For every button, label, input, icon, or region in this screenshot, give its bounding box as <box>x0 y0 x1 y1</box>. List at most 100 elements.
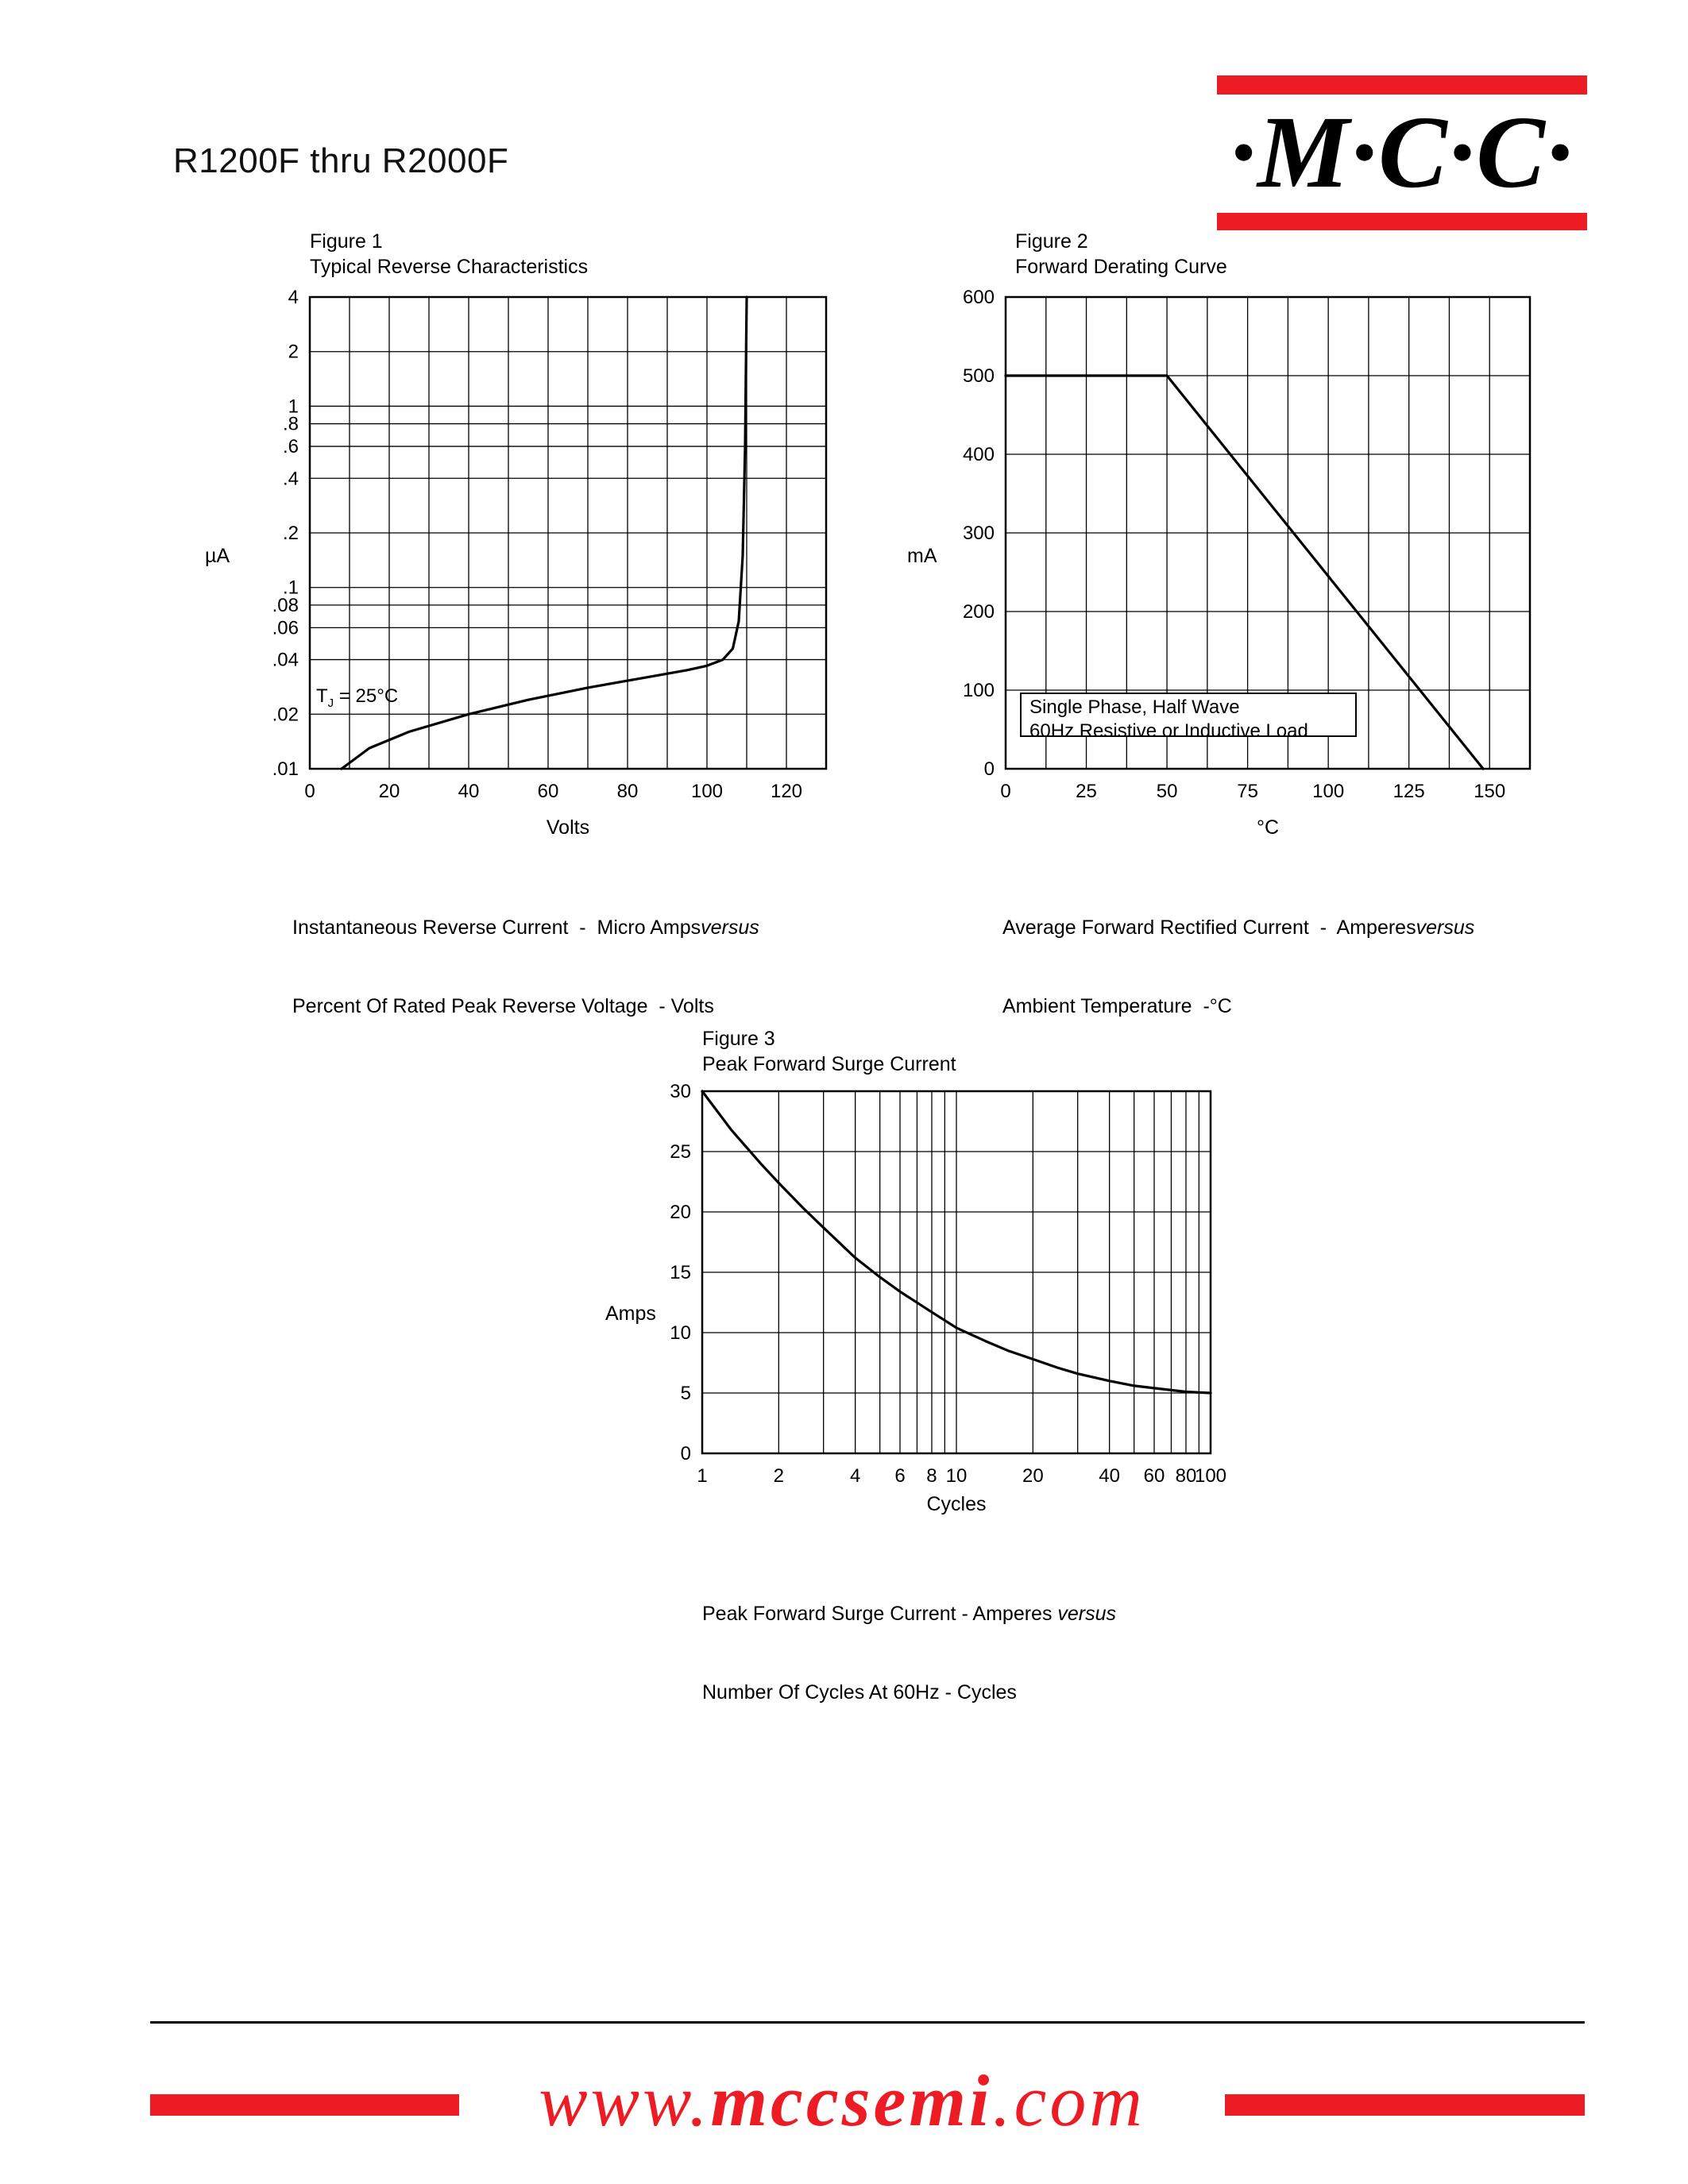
figure2-chart: 0 25 50 75 100 125 150 600 500 400 300 200 100 0 <box>930 285 1566 816</box>
footer-url: www.mccsemi.com <box>459 2059 1225 2143</box>
figure2-label: Figure 2 <box>1015 230 1088 253</box>
figure1-caption: Instantaneous Reverse Current - Micro Am… <box>292 862 759 1072</box>
footer-url-name: mccsemi <box>710 2060 993 2141</box>
svg-text:40: 40 <box>458 781 480 802</box>
svg-text:4: 4 <box>288 287 299 308</box>
figure2-caption-line1: Average Forward Rectified Current - Ampe… <box>1002 916 1416 939</box>
svg-text:400: 400 <box>963 444 995 465</box>
footer-divider <box>150 2021 1585 2024</box>
svg-text:80: 80 <box>1176 1465 1197 1487</box>
svg-text:50: 50 <box>1157 781 1178 802</box>
svg-text:75: 75 <box>1237 781 1258 802</box>
svg-text:60: 60 <box>1144 1465 1165 1487</box>
figure2-title: Figure 2 Forward Derating Curve <box>1015 229 1227 280</box>
svg-text:125: 125 <box>1393 781 1425 802</box>
svg-text:4: 4 <box>850 1465 860 1487</box>
svg-text:0: 0 <box>984 758 995 780</box>
svg-text:100: 100 <box>1312 781 1344 802</box>
figure3-caption-line1: Peak Forward Surge Current - Amperes <box>702 1603 1058 1625</box>
figure3-label: Figure 3 <box>702 1028 775 1050</box>
figure1-subtitle: Typical Reverse Characteristics <box>310 256 589 278</box>
footer-url-com: .com <box>992 2060 1145 2141</box>
svg-text:.2: .2 <box>283 523 299 544</box>
svg-text:80: 80 <box>617 781 639 802</box>
figure2-annotation-line2: 60Hz Resistive or Inductive Load <box>1029 720 1308 742</box>
figure3-x-unit: Cycles <box>926 1493 987 1515</box>
svg-text:150: 150 <box>1474 781 1505 802</box>
figure1-title: Figure 1 Typical Reverse Characteristics <box>310 229 588 280</box>
figure2-caption-versus: versus <box>1416 916 1475 939</box>
svg-text:300: 300 <box>963 523 995 544</box>
figure3-chart: 1 2 4 6 8 10 20 40 60 80 100 30 25 20 15 10 5 0 <box>627 1079 1246 1501</box>
svg-text:25: 25 <box>1076 781 1097 802</box>
svg-text:6: 6 <box>894 1465 905 1487</box>
figure3-caption-versus: versus <box>1057 1603 1117 1625</box>
figure3-y-unit: Amps <box>605 1302 656 1325</box>
svg-text:10: 10 <box>946 1465 968 1487</box>
svg-text:500: 500 <box>963 365 995 387</box>
svg-text:15: 15 <box>670 1262 691 1283</box>
svg-text:100: 100 <box>963 680 995 701</box>
figure2-annotation-line1: Single Phase, Half Wave <box>1029 696 1240 718</box>
figure3-title: Figure 3 Peak Forward Surge Current <box>702 1026 956 1077</box>
svg-text:.8: .8 <box>283 414 299 435</box>
logo-top-bar <box>1217 75 1587 95</box>
svg-text:.02: .02 <box>272 704 299 725</box>
figure2-y-unit: mA <box>907 545 937 567</box>
figure1-x-unit: Volts <box>546 816 590 839</box>
svg-text:5: 5 <box>681 1383 691 1404</box>
footer-right-bar <box>1225 2094 1585 2116</box>
figure2-subtitle: Forward Derating Curve <box>1015 256 1227 278</box>
svg-text:.04: .04 <box>272 650 299 671</box>
figure3-subtitle: Peak Forward Surge Current <box>702 1053 956 1075</box>
svg-text:1: 1 <box>697 1465 707 1487</box>
svg-text:40: 40 <box>1099 1465 1120 1487</box>
figure3-caption-line2: Number Of Cycles At 60Hz - Cycles <box>702 1681 1017 1704</box>
svg-text:8: 8 <box>926 1465 937 1487</box>
tj-value: = 25°C <box>334 685 399 707</box>
figure2-caption-line2: Ambient Temperature -°C <box>1002 995 1232 1017</box>
figure1-label: Figure 1 <box>310 230 383 253</box>
svg-text:100: 100 <box>1195 1465 1226 1487</box>
svg-text:.4: .4 <box>283 468 299 489</box>
figure2-annotation: Single Phase, Half Wave 60Hz Resistive o… <box>1020 693 1357 742</box>
svg-text:0: 0 <box>681 1443 691 1464</box>
svg-text:.06: .06 <box>272 617 299 639</box>
page-title: R1200F thru R2000F <box>173 141 509 180</box>
svg-text:20: 20 <box>670 1202 691 1223</box>
svg-text:120: 120 <box>771 781 802 802</box>
svg-text:0: 0 <box>304 781 315 802</box>
svg-text:2: 2 <box>288 341 299 363</box>
svg-text:2: 2 <box>774 1465 784 1487</box>
tj-subscript: J <box>327 696 334 710</box>
figure1-annotation: TJ = 25°C <box>316 685 398 716</box>
figure1-chart: 0 20 40 60 80 100 120 4 2 1.8.6 .4 .2 .1.08.06 .04 .02… <box>234 285 862 816</box>
mcc-logo: ·M·C·C· <box>1230 95 1574 210</box>
figure1-caption-line1: Instantaneous Reverse Current - Micro Am… <box>292 916 701 939</box>
figure3-caption: Peak Forward Surge Current - Amperes ver… <box>702 1549 1116 1758</box>
svg-text:25: 25 <box>670 1141 691 1163</box>
svg-text:10: 10 <box>670 1322 691 1344</box>
svg-text:.01: .01 <box>272 758 299 780</box>
svg-text:30: 30 <box>670 1081 691 1102</box>
svg-text:100: 100 <box>691 781 723 802</box>
figure1-caption-line2: Percent Of Rated Peak Reverse Voltage - … <box>292 995 714 1017</box>
figure1-caption-versus: versus <box>701 916 759 939</box>
figure1-y-unit: µA <box>205 545 230 567</box>
figure2-x-unit: °C <box>1256 816 1280 839</box>
footer-left-bar <box>150 2094 459 2116</box>
tj-label: T <box>316 685 328 707</box>
svg-text:20: 20 <box>379 781 400 802</box>
svg-text:20: 20 <box>1022 1465 1044 1487</box>
svg-text:60: 60 <box>538 781 559 802</box>
logo-bottom-bar <box>1217 213 1587 230</box>
svg-text:0: 0 <box>1000 781 1010 802</box>
figure2-caption: Average Forward Rectified Current - Ampe… <box>1002 862 1474 1072</box>
svg-text:600: 600 <box>963 287 995 308</box>
svg-text:.08: .08 <box>272 595 299 616</box>
svg-text:1: 1 <box>288 396 299 417</box>
svg-text:.1: .1 <box>283 577 299 599</box>
footer-url-www: www. <box>539 2060 711 2141</box>
svg-text:.6: .6 <box>283 436 299 457</box>
